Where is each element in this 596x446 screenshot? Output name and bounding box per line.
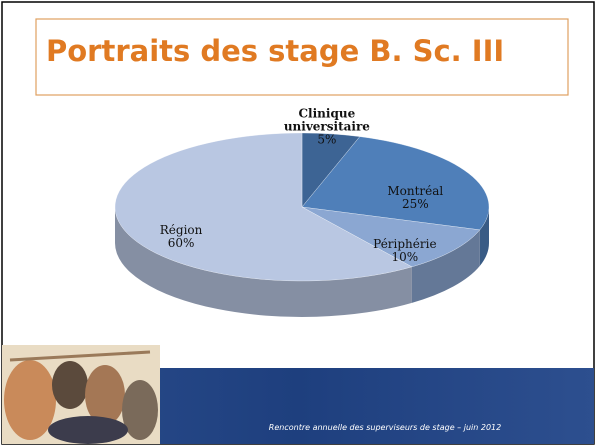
slice-side [115,207,412,317]
slice-side [411,229,480,303]
category-name: Clinique universitaire [283,106,370,134]
value-label: 60% [167,235,195,250]
slice-label: Périphérie 10% [355,236,455,264]
slice [301,206,481,268]
slice-label: Région 60% [131,222,231,250]
category-name: Région [159,222,203,237]
chart-title: Portraits des stage B. Sc. III [46,34,504,68]
slice-side [479,207,489,266]
category-name: Périphérie [373,236,437,251]
slice-label: Clinique universitaire 5% [277,107,377,146]
slice [114,132,413,282]
painting [2,345,160,444]
value-label: 25% [401,197,429,212]
value-label: 10% [391,249,419,264]
slice-label: Montréal 25% [365,185,465,211]
category-name: Montréal [387,184,444,199]
title-box [35,18,569,96]
footer-text: Rencontre annuelle des superviseurs de s… [269,423,501,432]
slice [301,136,490,231]
value-label: 5% [317,132,337,147]
